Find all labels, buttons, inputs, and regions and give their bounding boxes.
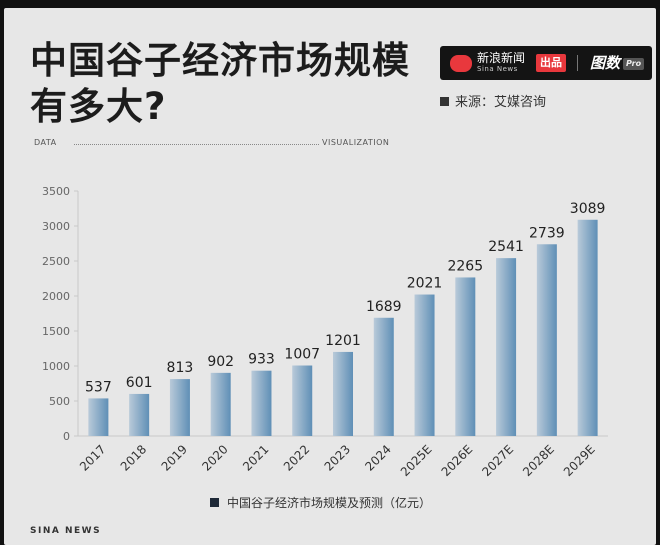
- y-tick-label: 1500: [42, 325, 70, 338]
- bar-2021: [251, 370, 272, 436]
- x-tick-label-2022: 2022: [281, 442, 312, 473]
- brand-bar: 新浪新闻 Sina News 出品 图数 Pro: [440, 46, 652, 80]
- footer-brand: SINA NEWS: [30, 526, 102, 536]
- x-axis: 2017 2018 2019 2020 2021 2022 2023 2024 2025E 202…: [77, 442, 598, 479]
- brand-badge: 出品: [536, 54, 566, 72]
- chart-card: 中国谷子经济市场规模有多大? 新浪新闻 Sina News 出品 图数 Pro …: [4, 8, 656, 545]
- bar-2024: [373, 317, 394, 436]
- x-tick-label-2023: 2023: [322, 442, 353, 473]
- y-tick-label: 0: [63, 430, 70, 443]
- brand-name: 新浪新闻: [477, 51, 526, 65]
- data-label-2027E: 2541: [488, 239, 524, 255]
- data-label-2029E: 3089: [570, 201, 606, 217]
- data-label-2024: 1689: [366, 299, 402, 315]
- x-tick-label-2024: 2024: [362, 442, 393, 473]
- x-tick-label-2019: 2019: [159, 442, 190, 473]
- data-label-2020: 902: [207, 354, 234, 370]
- brand-subtitle: Sina News: [477, 65, 518, 73]
- bars: [88, 219, 598, 436]
- data-label-2021: 933: [248, 352, 275, 368]
- bar-2026E: [455, 277, 476, 436]
- bar-chart: 0 500 1000 1500 2000 2500 3000 3500 537 601 813 90…: [42, 185, 608, 479]
- x-tick-label-2025E: 2025E: [398, 442, 435, 479]
- bar-2027E: [496, 258, 517, 436]
- x-tick-label-2017: 2017: [77, 442, 108, 473]
- x-tick-label-2026E: 2026E: [439, 442, 476, 479]
- visualization-tag: VISUALIZATION: [322, 138, 390, 147]
- legend: 中国谷子经济市场规模及预测（亿元）: [210, 494, 431, 511]
- x-tick-label-2021: 2021: [240, 442, 271, 473]
- source-square-icon: [440, 97, 449, 106]
- data-label-2028E: 2739: [529, 225, 565, 241]
- legend-label: 中国谷子经济市场规模及预测（亿元）: [227, 496, 432, 510]
- brand-pro-badge: Pro: [623, 58, 645, 70]
- x-tick-label-2028E: 2028E: [520, 442, 557, 479]
- tag-divider: [74, 144, 319, 145]
- bar-2018: [129, 393, 150, 436]
- y-tick-label: 500: [49, 395, 70, 408]
- y-tick-label: 3000: [42, 220, 70, 233]
- source-text: 来源：艾媒咨询: [455, 95, 547, 110]
- y-tick-label: 2000: [42, 290, 70, 303]
- sina-logo-icon: [450, 55, 472, 72]
- y-tick-label: 3500: [42, 185, 70, 198]
- data-label-2018: 601: [126, 375, 153, 391]
- data-label-2017: 537: [85, 379, 112, 395]
- bar-2017: [88, 398, 109, 436]
- x-tick-label-2020: 2020: [199, 442, 230, 473]
- data-label-2026E: 2265: [447, 258, 483, 274]
- data-label-2023: 1201: [325, 333, 361, 349]
- page-title: 中国谷子经济市场规模有多大?: [30, 39, 410, 128]
- source-note: 来源：艾媒咨询: [440, 91, 546, 110]
- bar-2020: [210, 372, 231, 436]
- x-tick-label-2029E: 2029E: [561, 442, 598, 479]
- data-label-2025E: 2021: [407, 276, 443, 292]
- bar-2029E: [577, 219, 598, 436]
- y-tick-label: 1000: [42, 360, 70, 373]
- bar-2022: [292, 365, 313, 436]
- legend-swatch: [210, 498, 219, 507]
- x-tick-label-2027E: 2027E: [479, 442, 516, 479]
- y-axis: 0 500 1000 1500 2000 2500 3000 3500: [42, 185, 608, 443]
- bar-2023: [333, 351, 353, 436]
- data-label-2019: 813: [167, 360, 194, 376]
- y-tick-label: 2500: [42, 255, 70, 268]
- bar-2025E: [414, 294, 435, 436]
- bar-2028E: [536, 244, 557, 436]
- data-tag: DATA: [34, 138, 57, 147]
- bar-2019: [169, 379, 190, 436]
- data-label-2022: 1007: [284, 347, 320, 363]
- x-tick-label-2018: 2018: [118, 442, 149, 473]
- brand-column-name: 图数: [590, 54, 621, 72]
- brand-divider: [577, 55, 578, 71]
